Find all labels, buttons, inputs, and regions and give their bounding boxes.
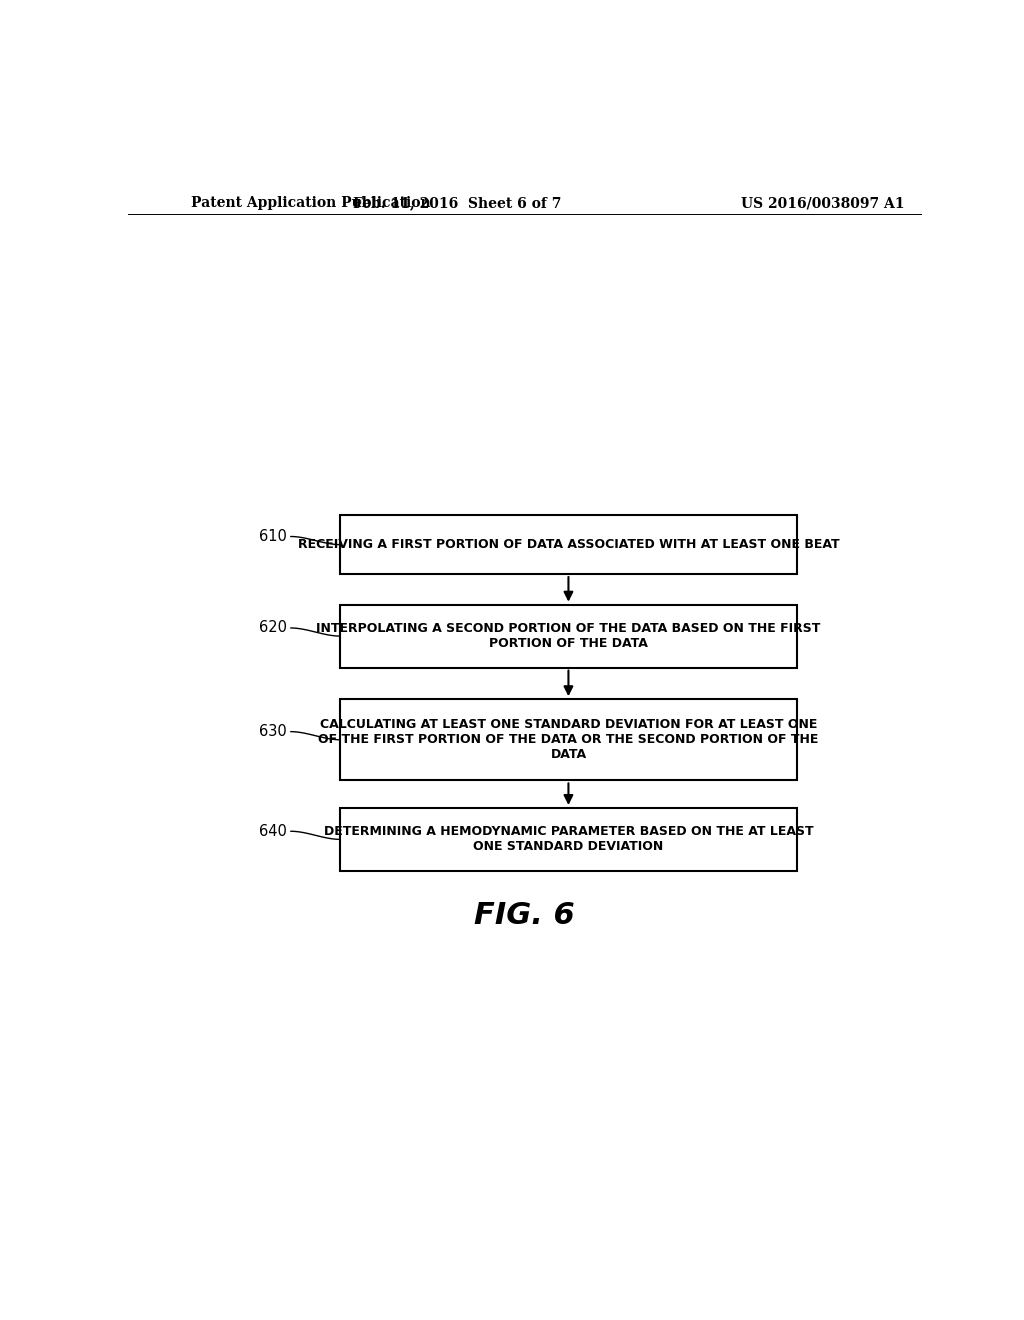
Text: 630: 630: [259, 725, 287, 739]
Text: 620: 620: [259, 620, 287, 635]
Text: 640: 640: [259, 824, 287, 838]
Text: Feb. 11, 2016  Sheet 6 of 7: Feb. 11, 2016 Sheet 6 of 7: [353, 197, 561, 210]
Text: RECEIVING A FIRST PORTION OF DATA ASSOCIATED WITH AT LEAST ONE BEAT: RECEIVING A FIRST PORTION OF DATA ASSOCI…: [298, 539, 840, 552]
Text: DETERMINING A HEMODYNAMIC PARAMETER BASED ON THE AT LEAST
ONE STANDARD DEVIATION: DETERMINING A HEMODYNAMIC PARAMETER BASE…: [324, 825, 813, 854]
FancyBboxPatch shape: [340, 700, 797, 780]
Text: 610: 610: [259, 529, 287, 544]
Text: Patent Application Publication: Patent Application Publication: [191, 197, 431, 210]
FancyBboxPatch shape: [340, 605, 797, 668]
Text: INTERPOLATING A SECOND PORTION OF THE DATA BASED ON THE FIRST
PORTION OF THE DAT: INTERPOLATING A SECOND PORTION OF THE DA…: [316, 622, 820, 651]
FancyBboxPatch shape: [340, 808, 797, 871]
Text: FIG. 6: FIG. 6: [474, 902, 575, 931]
Text: CALCULATING AT LEAST ONE STANDARD DEVIATION FOR AT LEAST ONE
OF THE FIRST PORTIO: CALCULATING AT LEAST ONE STANDARD DEVIAT…: [318, 718, 818, 762]
Text: US 2016/0038097 A1: US 2016/0038097 A1: [740, 197, 904, 210]
FancyBboxPatch shape: [340, 515, 797, 574]
